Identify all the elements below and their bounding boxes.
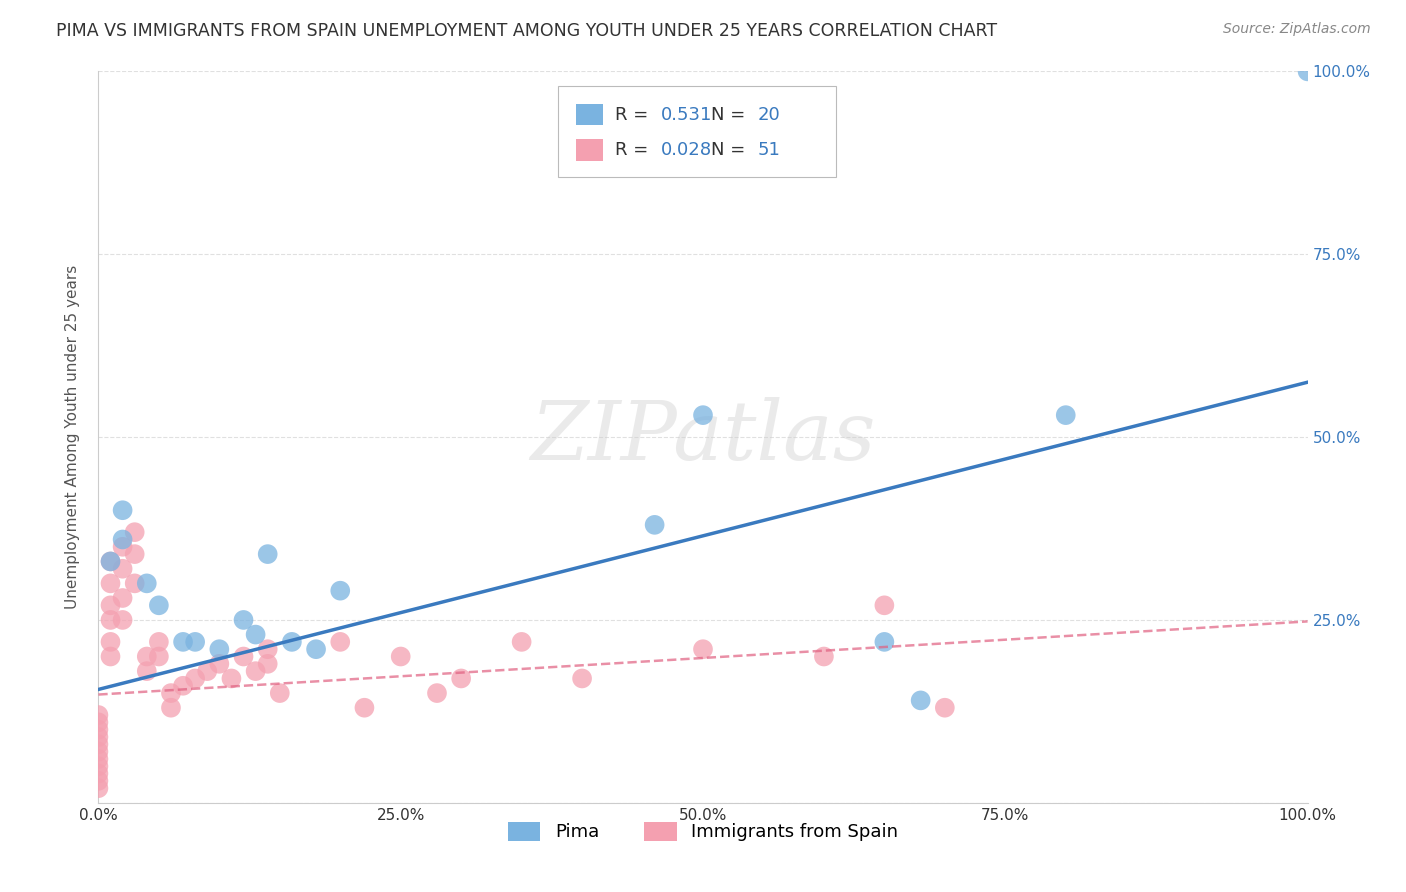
Point [232, 649, 254, 664]
FancyBboxPatch shape [558, 86, 837, 178]
Point [87, 766, 110, 780]
Point [87, 708, 110, 723]
Point [87, 781, 110, 796]
Point [245, 664, 267, 678]
Point [160, 700, 183, 714]
Point [221, 672, 243, 686]
Point [124, 576, 146, 591]
Text: ZIPatlas: ZIPatlas [530, 397, 876, 477]
Point [172, 635, 194, 649]
Point [208, 657, 231, 671]
Point [269, 686, 291, 700]
Point [100, 554, 122, 568]
Point [813, 649, 835, 664]
Point [256, 642, 278, 657]
Point [256, 547, 278, 561]
Point [644, 517, 666, 532]
Legend: Pima, Immigrants from Spain: Pima, Immigrants from Spain [501, 814, 905, 848]
Point [87, 773, 110, 788]
Point [172, 679, 194, 693]
Point [353, 700, 375, 714]
Point [305, 642, 328, 657]
Point [124, 525, 146, 540]
Point [184, 672, 207, 686]
Point [87, 737, 110, 751]
Text: PIMA VS IMMIGRANTS FROM SPAIN UNEMPLOYMENT AMONG YOUTH UNDER 25 YEARS CORRELATIO: PIMA VS IMMIGRANTS FROM SPAIN UNEMPLOYME… [56, 22, 997, 40]
Point [111, 591, 134, 605]
Point [100, 635, 122, 649]
Point [1054, 408, 1077, 422]
Point [160, 686, 183, 700]
Point [111, 503, 134, 517]
Point [692, 642, 714, 657]
Point [135, 664, 157, 678]
Y-axis label: Unemployment Among Youth under 25 years: Unemployment Among Youth under 25 years [65, 265, 80, 609]
Text: 51: 51 [758, 141, 780, 159]
Point [692, 408, 714, 422]
Point [184, 635, 207, 649]
Point [873, 635, 896, 649]
Point [100, 599, 122, 613]
Point [135, 576, 157, 591]
Bar [576, 103, 603, 126]
Point [910, 693, 932, 707]
Point [148, 649, 170, 664]
Text: 20: 20 [758, 105, 780, 123]
Point [256, 657, 278, 671]
Text: N =: N = [711, 141, 751, 159]
Point [87, 759, 110, 773]
Bar [576, 138, 603, 161]
Point [87, 715, 110, 730]
Point [124, 547, 146, 561]
Point [87, 745, 110, 759]
Point [934, 700, 956, 714]
Point [510, 635, 533, 649]
Point [208, 642, 231, 657]
Text: R =: R = [614, 141, 654, 159]
Text: 0.531: 0.531 [661, 105, 711, 123]
Point [873, 599, 896, 613]
Point [111, 613, 134, 627]
Point [329, 583, 352, 598]
Point [245, 627, 267, 641]
Text: Source: ZipAtlas.com: Source: ZipAtlas.com [1223, 22, 1371, 37]
Point [148, 599, 170, 613]
Point [111, 540, 134, 554]
Point [450, 672, 472, 686]
Point [100, 613, 122, 627]
Point [232, 613, 254, 627]
Point [111, 562, 134, 576]
Point [135, 649, 157, 664]
Point [426, 686, 449, 700]
Point [87, 752, 110, 766]
Point [100, 576, 122, 591]
Point [281, 635, 304, 649]
Text: N =: N = [711, 105, 751, 123]
Point [389, 649, 412, 664]
Point [148, 635, 170, 649]
Point [100, 554, 122, 568]
Point [195, 664, 218, 678]
Point [100, 649, 122, 664]
Point [571, 672, 593, 686]
Point [87, 730, 110, 744]
Point [1296, 64, 1319, 78]
Text: 0.028: 0.028 [661, 141, 711, 159]
Text: R =: R = [614, 105, 654, 123]
Point [87, 723, 110, 737]
Point [111, 533, 134, 547]
Point [329, 635, 352, 649]
